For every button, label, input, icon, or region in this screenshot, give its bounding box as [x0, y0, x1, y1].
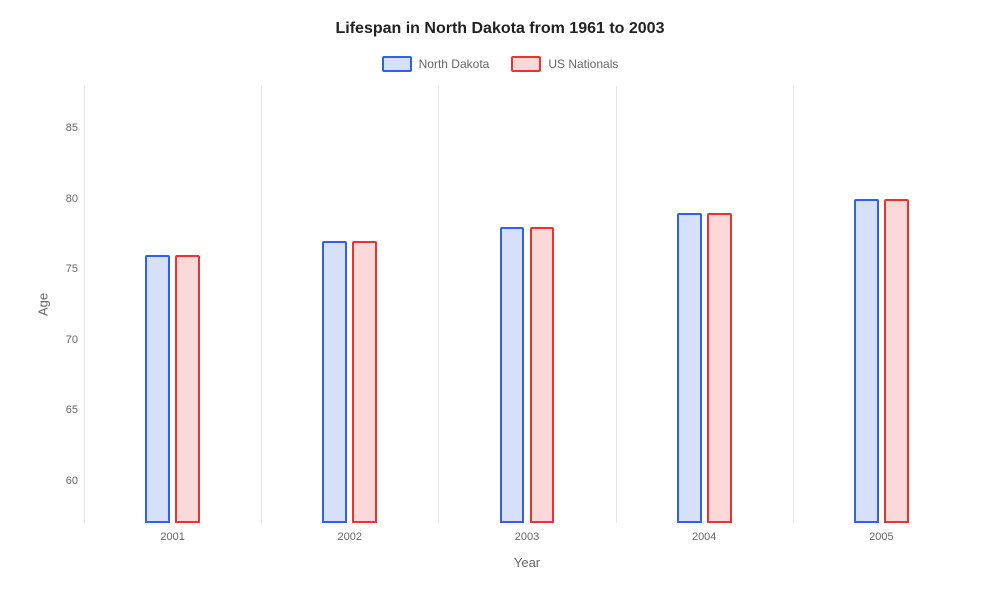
y-tick: 60 [66, 475, 78, 487]
bar-series-0 [322, 241, 347, 523]
plot-row: Age 60 65 70 75 80 85 [30, 86, 970, 523]
x-tick: 2005 [869, 531, 893, 543]
y-tick: 65 [66, 404, 78, 416]
bar-series-0 [854, 199, 879, 523]
bar-series-1 [530, 227, 555, 523]
y-tick: 70 [66, 334, 78, 346]
x-ticks-row: 2001 2002 2003 2004 2005 [30, 527, 970, 551]
bar-series-0 [500, 227, 525, 523]
x-ticks-spacer [30, 527, 84, 551]
x-axis-ticks: 2001 2002 2003 2004 2005 [84, 527, 970, 551]
legend: North Dakota US Nationals [30, 56, 970, 72]
bar-series-1 [175, 255, 200, 523]
chart-title: Lifespan in North Dakota from 1961 to 20… [30, 20, 970, 38]
bar-series-1 [352, 241, 377, 523]
y-tick: 75 [66, 263, 78, 275]
x-axis-label: Year [84, 555, 970, 570]
x-tick: 2002 [338, 531, 362, 543]
bar-series-0 [677, 213, 702, 523]
x-tick: 2004 [692, 531, 716, 543]
gridline [616, 86, 617, 523]
x-tick: 2001 [160, 531, 184, 543]
gridline [261, 86, 262, 523]
x-tick: 2003 [515, 531, 539, 543]
legend-swatch-series-0 [382, 56, 412, 72]
plot-area [84, 86, 970, 523]
plot-wrapper: Age 60 65 70 75 80 85 2001 2002 2003 2004 2005 Ye… [30, 86, 970, 570]
gridline [84, 86, 85, 523]
legend-label-series-0: North Dakota [419, 57, 490, 71]
y-tick: 80 [66, 193, 78, 205]
bar-series-0 [145, 255, 170, 523]
legend-item-series-1: US Nationals [511, 56, 618, 72]
bar-series-1 [884, 199, 909, 523]
legend-item-series-0: North Dakota [382, 56, 490, 72]
y-tick: 85 [66, 122, 78, 134]
gridline [438, 86, 439, 523]
legend-swatch-series-1 [511, 56, 541, 72]
chart-container: Lifespan in North Dakota from 1961 to 20… [0, 0, 1000, 600]
y-axis-ticks: 60 65 70 75 80 85 [56, 86, 84, 523]
y-axis-label: Age [30, 86, 56, 523]
gridline [793, 86, 794, 523]
bar-series-1 [707, 213, 732, 523]
legend-label-series-1: US Nationals [548, 57, 618, 71]
